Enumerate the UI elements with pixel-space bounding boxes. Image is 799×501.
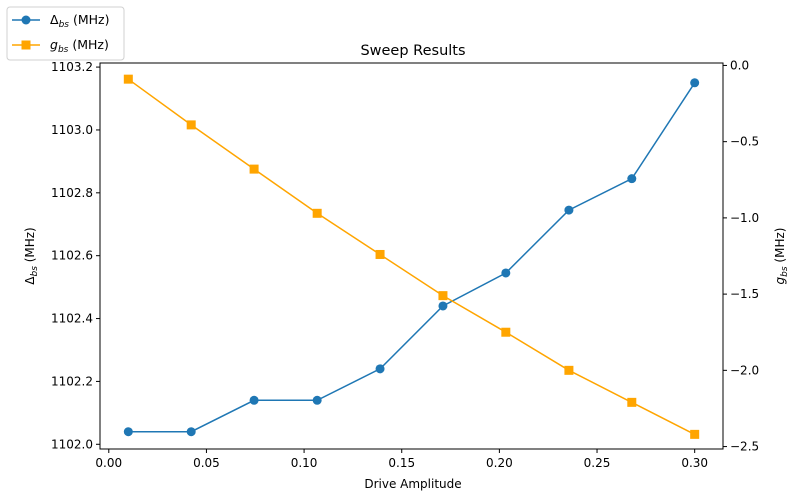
data-point-g-bs bbox=[375, 249, 385, 259]
left-y-tick-label: 1102.8 bbox=[51, 186, 93, 200]
left-axis-label-unit: (MHz) bbox=[23, 227, 37, 266]
right-y-tick-label: −0.5 bbox=[730, 135, 759, 149]
right-axis-label-sub: bs bbox=[780, 266, 790, 277]
legend-g-label-main: g bbox=[50, 37, 58, 52]
series-line-g-bs bbox=[127, 78, 696, 436]
right-y-tick-label: 0.0 bbox=[730, 58, 749, 72]
legend-g-marker bbox=[21, 40, 31, 50]
legend-delta-label-unit: (MHz) bbox=[69, 12, 109, 27]
data-point-g-bs bbox=[690, 429, 700, 439]
left-y-tick-label: 1102.2 bbox=[51, 374, 93, 388]
data-point-g-bs bbox=[501, 327, 511, 337]
data-point-g-bs bbox=[249, 164, 259, 174]
x-tick-label: 0.10 bbox=[291, 456, 318, 470]
data-point-delta-bs bbox=[123, 427, 133, 437]
left-y-tick-label: 1102.4 bbox=[51, 312, 93, 326]
legend-delta-label: Δbs (MHz) bbox=[50, 12, 109, 30]
plot-area: 0.00 0.05 0.10 0.15 0.20 0.25 0.30 1102.0 1102.2… bbox=[51, 58, 759, 470]
legend-entry-g: gbs (MHz) bbox=[12, 37, 109, 55]
left-y-tick-label: 1102.6 bbox=[51, 249, 93, 263]
right-axis-label: gbs (MHz) bbox=[773, 228, 790, 285]
data-point-delta-bs bbox=[501, 268, 511, 278]
data-point-g-bs bbox=[438, 291, 448, 301]
data-point-g-bs bbox=[186, 120, 196, 130]
x-tick-label: 0.15 bbox=[388, 456, 415, 470]
data-point-delta-bs bbox=[690, 78, 700, 88]
series-line-delta-bs bbox=[128, 82, 696, 433]
data-point-delta-bs bbox=[249, 395, 259, 405]
data-point-delta-bs bbox=[312, 395, 322, 405]
x-tick-label: 0.00 bbox=[95, 456, 122, 470]
x-tick-label: 0.05 bbox=[193, 456, 220, 470]
left-axis-label-sub: bs bbox=[30, 266, 40, 277]
right-y-tick-label: −2.0 bbox=[730, 363, 759, 377]
left-y-tick-label: 1103.0 bbox=[51, 123, 93, 137]
left-y-tick-label: 1103.2 bbox=[51, 60, 93, 74]
data-point-delta-bs bbox=[438, 301, 448, 311]
x-tick-label: 0.25 bbox=[584, 456, 611, 470]
data-point-delta-bs bbox=[186, 427, 196, 437]
x-tick-label: 0.30 bbox=[681, 456, 708, 470]
data-point-delta-bs bbox=[627, 174, 637, 184]
x-axis-label: Drive Amplitude bbox=[364, 477, 461, 491]
left-y-tick-label: 1102.0 bbox=[51, 437, 93, 451]
right-y-tick-label: −1.5 bbox=[730, 287, 759, 301]
data-point-g-bs bbox=[123, 74, 133, 84]
left-axis-label-main: Δ bbox=[23, 276, 37, 285]
legend: Δbs (MHz) gbs (MHz) bbox=[6, 6, 125, 61]
data-point-g-bs bbox=[627, 397, 637, 407]
right-axis-label-main: g bbox=[773, 276, 787, 284]
data-point-delta-bs bbox=[375, 364, 385, 374]
right-y-tick-label: −1.0 bbox=[730, 211, 759, 225]
legend-delta-label-sub: bs bbox=[59, 20, 70, 30]
data-point-delta-bs bbox=[564, 205, 574, 215]
x-tick-label: 0.20 bbox=[486, 456, 513, 470]
legend-delta-label-main: Δ bbox=[50, 12, 59, 27]
right-y-tick-label: −2.5 bbox=[730, 440, 759, 454]
legend-entry-delta: Δbs (MHz) bbox=[12, 12, 109, 30]
legend-g-label-sub: bs bbox=[58, 45, 69, 55]
data-point-g-bs bbox=[312, 208, 322, 218]
legend-g-label-unit: (MHz) bbox=[68, 37, 108, 52]
right-axis-label-unit: (MHz) bbox=[773, 228, 787, 267]
legend-g-label: gbs (MHz) bbox=[50, 37, 109, 55]
data-point-g-bs bbox=[564, 365, 574, 375]
chart-title: Sweep Results bbox=[360, 43, 465, 59]
legend-delta-marker bbox=[21, 15, 31, 25]
left-axis-label: Δbs (MHz) bbox=[23, 227, 40, 284]
